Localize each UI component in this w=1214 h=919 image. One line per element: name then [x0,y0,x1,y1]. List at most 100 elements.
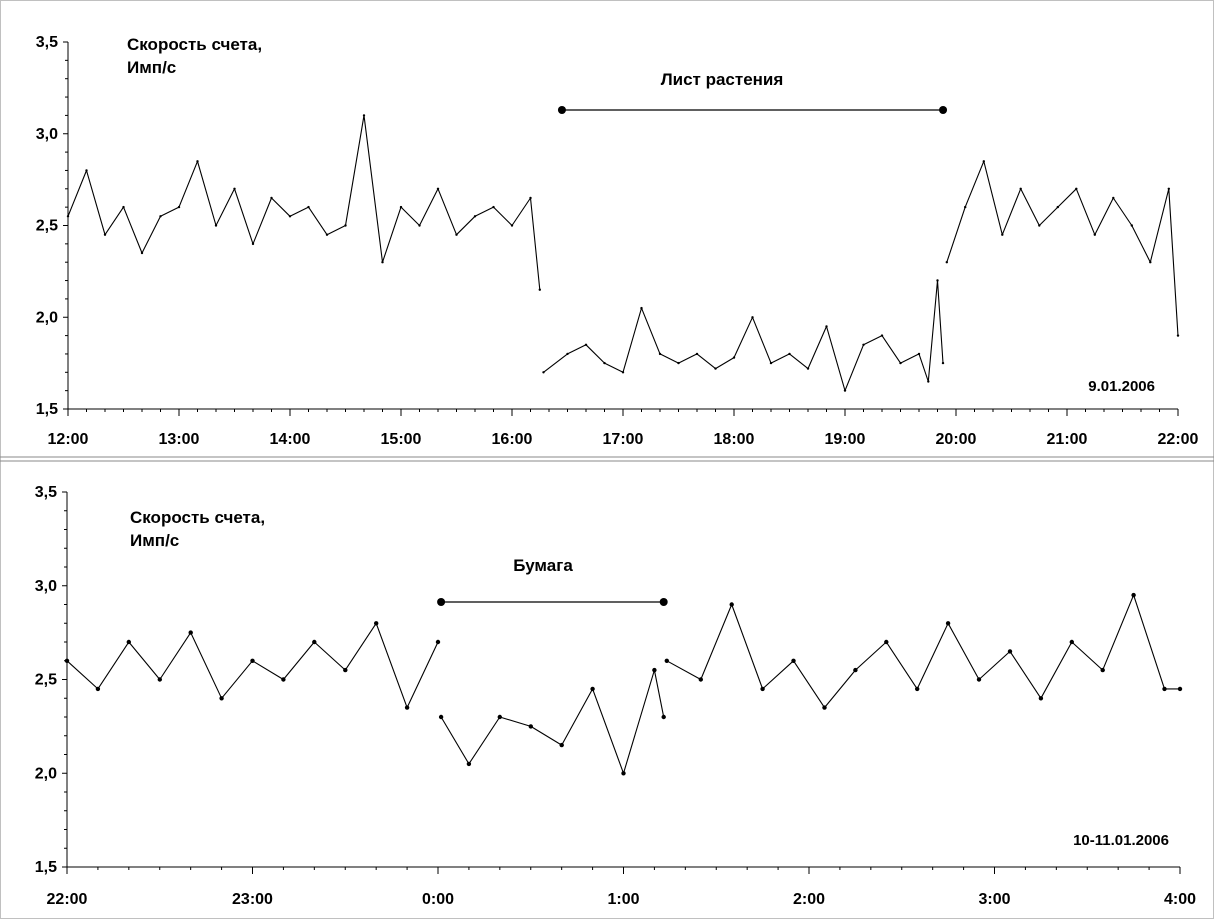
y-tick-label: 3,0 [36,126,58,143]
data-point [714,367,717,370]
data-point [233,187,236,190]
x-tick-label: 15:00 [381,431,422,448]
data-point [528,724,533,729]
x-tick-label: 17:00 [603,431,644,448]
data-point [95,686,101,692]
data-point [1019,187,1022,190]
data-point [103,233,107,236]
data-point [566,352,569,356]
data-point [936,279,939,282]
data-point [529,196,532,200]
plot-area-top [66,106,1180,392]
interval-label: Бумага [513,556,573,575]
data-point [343,667,348,673]
data-point [964,205,967,209]
x-tick-label: 16:00 [492,431,533,448]
data-point [1001,233,1004,236]
data-point [1130,224,1134,227]
data-point [658,352,662,356]
data-point [288,215,292,218]
data-point [976,677,982,682]
data-point [1038,224,1041,227]
axes-bottom: 1,5 2,0 2,5 3,0 3,5 22:00 23:00 0:00 1:00 2:00 3:0… [35,484,1196,908]
data-point [825,325,828,328]
data-point [862,343,865,346]
series-line [67,114,541,290]
x-tick-label: 23:00 [232,891,273,908]
data-point [915,686,920,692]
data-point [418,224,421,227]
data-point [219,696,224,701]
data-point [677,361,680,365]
data-point [640,306,643,310]
data-point [399,205,403,209]
data-point [436,187,440,190]
data-point [492,205,495,209]
data-point [661,714,666,720]
data-point [1056,205,1060,209]
data-point [66,215,70,218]
data-point [177,205,181,209]
data-point [791,658,796,663]
data-point [1093,233,1097,236]
data-point [1176,334,1180,337]
data-point [760,686,765,692]
data-point [64,658,70,663]
data-point [510,224,514,227]
data-point [344,224,347,227]
data-point [1162,686,1167,692]
chart-panel-bottom: 1,5 2,0 2,5 3,0 3,5 22:00 23:00 0:00 1:00 2:00 3:0… [35,484,1196,908]
y-tick-label: 3,0 [35,578,57,595]
data-point [698,677,703,682]
data-point [473,215,477,218]
chart-panel-top: 1,5 2,0 2,5 3,0 3,5 12:00 13:00 14:00 15:00 16:00… [36,34,1199,448]
y-tick-label: 2,5 [36,218,58,235]
data-point [584,343,588,346]
x-tick-label: 4:00 [1164,891,1196,908]
interval-start-dot [557,106,566,114]
x-tick-label: 1:00 [607,891,639,908]
data-point [1069,639,1075,645]
data-point [806,367,810,370]
data-point [822,705,827,710]
data-point [1100,667,1105,673]
x-tick-label: 22:00 [1158,431,1199,448]
data-point [1131,592,1136,598]
data-point [945,621,951,626]
x-tick-label: 13:00 [159,431,200,448]
data-point [917,352,921,356]
y-tick-label: 2,0 [36,309,58,326]
y-tick-label: 2,0 [35,765,57,782]
interval-start-dot [437,598,446,606]
x-tick-label: 21:00 [1047,431,1088,448]
y-tick-label: 1,5 [36,401,58,418]
data-point [325,233,329,236]
interval-end-dot [659,598,668,606]
data-point [788,352,791,356]
data-point [769,361,773,365]
x-tick-label: 2:00 [793,891,825,908]
y-axis-title-line2: Имп/с [127,58,176,77]
data-point [899,361,902,365]
series-line [440,669,665,774]
data-point [880,334,884,337]
data-point [945,261,948,264]
data-point [140,251,144,255]
data-point [1177,686,1183,692]
data-point [312,639,317,645]
y-axis-title-line1: Скорость счета, [127,35,262,54]
data-point [664,658,669,663]
date-label: 9.01.2006 [1088,378,1155,395]
data-point [542,371,545,374]
data-point [307,205,310,209]
data-point [251,242,255,246]
y-tick-label: 1,5 [35,859,57,876]
series-line [946,160,1179,336]
series-line [66,622,439,709]
data-point [270,196,273,200]
data-point [188,630,193,635]
data-point [214,224,218,227]
data-point [853,667,858,673]
interval-end-dot [939,106,948,114]
